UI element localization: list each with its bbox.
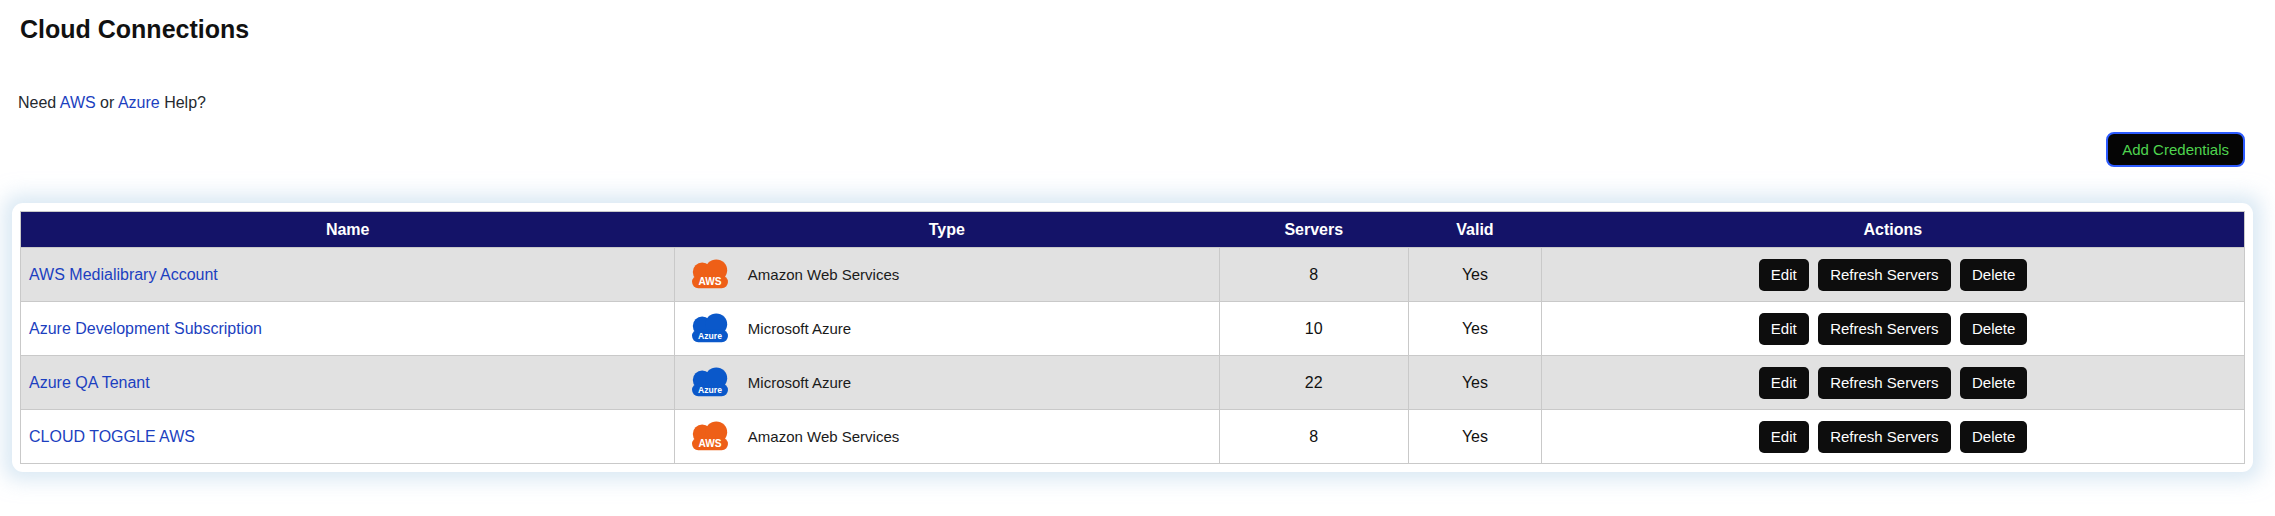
- connection-name-link[interactable]: CLOUD TOGGLE AWS: [29, 428, 195, 445]
- column-header-type: Type: [674, 212, 1219, 248]
- valid-status: Yes: [1408, 356, 1541, 410]
- cloud-icon-label: AWS: [698, 276, 721, 287]
- aws-help-link[interactable]: AWS: [60, 94, 96, 111]
- edit-button[interactable]: Edit: [1759, 421, 1809, 454]
- aws-cloud-icon: AWS: [685, 419, 735, 455]
- valid-status: Yes: [1408, 410, 1541, 464]
- toolbar: Add Credentials: [0, 132, 2245, 167]
- help-text-prefix: Need: [18, 94, 60, 111]
- servers-count: 8: [1219, 248, 1408, 302]
- edit-button[interactable]: Edit: [1759, 313, 1809, 346]
- refresh-servers-button[interactable]: Refresh Servers: [1818, 367, 1950, 400]
- azure-cloud-icon: Azure: [685, 365, 735, 401]
- azure-cloud-icon: Azure: [685, 311, 735, 347]
- help-text-middle: or: [96, 94, 118, 111]
- cloud-icon-label: Azure: [698, 385, 722, 395]
- page-title: Cloud Connections: [0, 0, 2275, 44]
- connections-table: Name Type Servers Valid Actions AWS Medi…: [20, 211, 2245, 464]
- help-text: Need AWS or Azure Help?: [0, 44, 2275, 112]
- table-row: AWS Medialibrary Account AWS Amazon Web …: [21, 248, 2245, 302]
- edit-button[interactable]: Edit: [1759, 259, 1809, 292]
- connection-name-link[interactable]: Azure QA Tenant: [29, 374, 150, 391]
- delete-button[interactable]: Delete: [1960, 259, 2027, 292]
- column-header-servers: Servers: [1219, 212, 1408, 248]
- refresh-servers-button[interactable]: Refresh Servers: [1818, 421, 1950, 454]
- column-header-actions: Actions: [1542, 212, 2245, 248]
- table-header-row: Name Type Servers Valid Actions: [21, 212, 2245, 248]
- add-credentials-button[interactable]: Add Credentials: [2106, 132, 2245, 167]
- delete-button[interactable]: Delete: [1960, 367, 2027, 400]
- aws-cloud-icon: AWS: [685, 257, 735, 293]
- provider-type-label: Amazon Web Services: [748, 266, 899, 283]
- provider-type-cell: Azure Microsoft Azure: [675, 365, 1219, 401]
- valid-status: Yes: [1408, 302, 1541, 356]
- servers-count: 8: [1219, 410, 1408, 464]
- table-row: CLOUD TOGGLE AWS AWS Amazon Web Services: [21, 410, 2245, 464]
- provider-type-label: Microsoft Azure: [748, 320, 851, 337]
- column-header-name: Name: [21, 212, 675, 248]
- provider-type-cell: AWS Amazon Web Services: [675, 257, 1219, 293]
- cloud-icon-label: AWS: [698, 438, 721, 449]
- refresh-servers-button[interactable]: Refresh Servers: [1818, 259, 1950, 292]
- provider-type-label: Amazon Web Services: [748, 428, 899, 445]
- connection-name-link[interactable]: Azure Development Subscription: [29, 320, 262, 337]
- edit-button[interactable]: Edit: [1759, 367, 1809, 400]
- provider-type-label: Microsoft Azure: [748, 374, 851, 391]
- servers-count: 10: [1219, 302, 1408, 356]
- help-text-suffix: Help?: [160, 94, 206, 111]
- connection-name-link[interactable]: AWS Medialibrary Account: [29, 266, 218, 283]
- cloud-icon-label: Azure: [698, 331, 722, 341]
- valid-status: Yes: [1408, 248, 1541, 302]
- cloud-connections-page: Cloud Connections Need AWS or Azure Help…: [0, 0, 2275, 464]
- column-header-valid: Valid: [1408, 212, 1541, 248]
- delete-button[interactable]: Delete: [1960, 313, 2027, 346]
- delete-button[interactable]: Delete: [1960, 421, 2027, 454]
- provider-type-cell: AWS Amazon Web Services: [675, 419, 1219, 455]
- azure-help-link[interactable]: Azure: [118, 94, 160, 111]
- table-row: Azure QA Tenant Azure Microsoft Azure: [21, 356, 2245, 410]
- servers-count: 22: [1219, 356, 1408, 410]
- refresh-servers-button[interactable]: Refresh Servers: [1818, 313, 1950, 346]
- connections-table-card: Name Type Servers Valid Actions AWS Medi…: [20, 211, 2245, 464]
- table-row: Azure Development Subscription Azure Mic…: [21, 302, 2245, 356]
- provider-type-cell: Azure Microsoft Azure: [675, 311, 1219, 347]
